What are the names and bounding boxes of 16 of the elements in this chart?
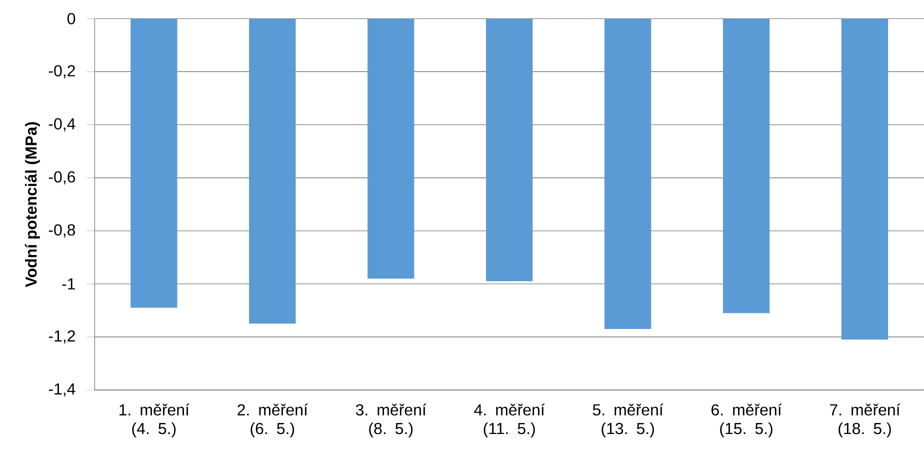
y-tick-label: -0,8 (48, 224, 76, 238)
x-tick-label: 3. měření (8. 5.) (356, 404, 426, 438)
y-tick-label: -1,4 (48, 383, 76, 397)
y-tick-label: -1 (62, 278, 75, 290)
y-tick-label: -0,2 (48, 65, 75, 78)
y-tick-label: -1,2 (48, 330, 75, 344)
x-tick-label: 2. měření (6. 5.) (238, 404, 308, 438)
x-tick-label: 7. měření (18. 5.) (830, 404, 900, 438)
x-tick-label: 1. měření (4. 5.) (120, 404, 190, 438)
y-tick-label: 0 (67, 13, 76, 24)
x-tick-label: 6. měření (15. 5.) (712, 404, 782, 438)
y-axis-title: Vodní potenciál (MPa) (24, 122, 40, 288)
y-tick-label: -0,6 (48, 171, 76, 184)
y-tick-label: -0,4 (48, 118, 76, 132)
x-tick-label: 4. měření (11. 5.) (474, 404, 545, 438)
x-tick-label: 5. měření (13. 5.) (592, 404, 664, 438)
